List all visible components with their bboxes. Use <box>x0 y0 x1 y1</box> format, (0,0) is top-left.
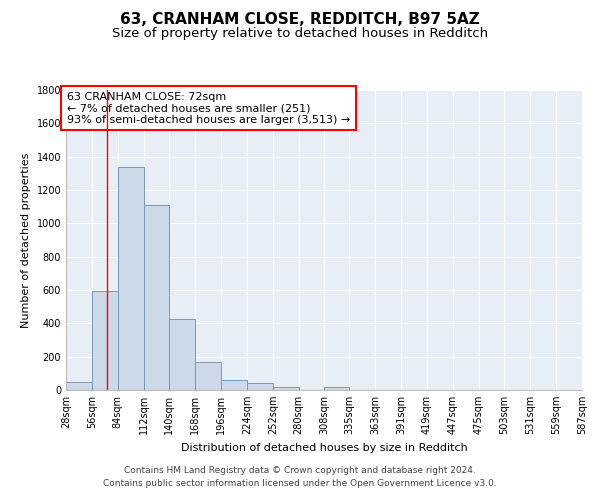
Bar <box>221 380 247 390</box>
Bar <box>195 362 221 390</box>
Bar <box>273 386 299 390</box>
Bar <box>325 386 349 390</box>
Bar <box>169 319 195 390</box>
Bar <box>247 384 273 390</box>
Text: 63, CRANHAM CLOSE, REDDITCH, B97 5AZ: 63, CRANHAM CLOSE, REDDITCH, B97 5AZ <box>120 12 480 28</box>
Text: Contains HM Land Registry data © Crown copyright and database right 2024.
Contai: Contains HM Land Registry data © Crown c… <box>103 466 497 487</box>
X-axis label: Distribution of detached houses by size in Redditch: Distribution of detached houses by size … <box>181 442 467 452</box>
Bar <box>92 291 118 390</box>
Bar <box>143 205 169 390</box>
Bar <box>66 382 92 390</box>
Y-axis label: Number of detached properties: Number of detached properties <box>21 152 31 328</box>
Text: Size of property relative to detached houses in Redditch: Size of property relative to detached ho… <box>112 28 488 40</box>
Text: 63 CRANHAM CLOSE: 72sqm
← 7% of detached houses are smaller (251)
93% of semi-de: 63 CRANHAM CLOSE: 72sqm ← 7% of detached… <box>67 92 350 125</box>
Bar <box>118 166 143 390</box>
